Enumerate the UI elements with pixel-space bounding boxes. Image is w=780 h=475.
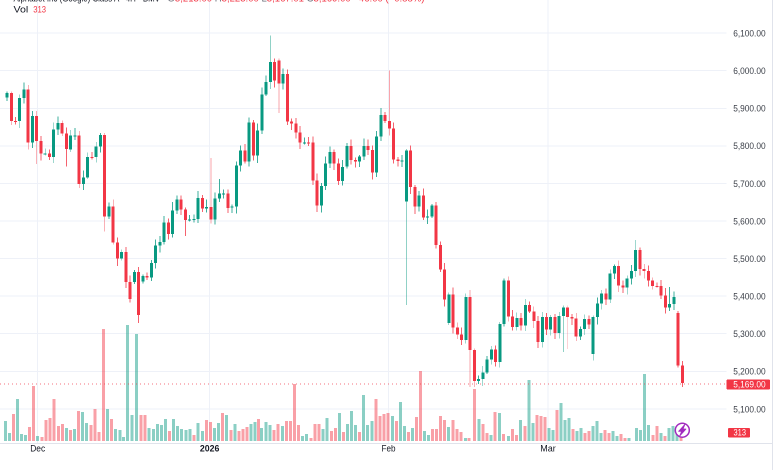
svg-text:313: 313: [33, 4, 46, 15]
svg-text:5,900.00: 5,900.00: [733, 103, 765, 114]
svg-text:5,500.00: 5,500.00: [733, 253, 765, 264]
svg-text:313: 313: [734, 428, 747, 438]
svg-text:Mar: Mar: [540, 444, 556, 455]
svg-text:O5,215.00 H5,225.00 L5,167.01: O5,215.00 H5,225.00 L5,167.01 C5,169.00 …: [168, 0, 425, 5]
svg-text:5,700.00: 5,700.00: [733, 178, 765, 189]
svg-text:6,000.00: 6,000.00: [733, 65, 765, 76]
svg-text:5,169.00: 5,169.00: [733, 379, 765, 390]
svg-text:5,400.00: 5,400.00: [733, 291, 765, 302]
svg-text:5,200.00: 5,200.00: [733, 366, 765, 377]
svg-text:6,100.00: 6,100.00: [733, 28, 765, 39]
svg-text:2026: 2026: [200, 444, 220, 455]
svg-text:Alphabet Inc (Google) Class A: Alphabet Inc (Google) Class A · 4H · BMV: [14, 0, 161, 5]
svg-text:Dec: Dec: [30, 444, 45, 455]
svg-text:Vol: Vol: [14, 4, 29, 15]
svg-text:5,100.00: 5,100.00: [733, 403, 765, 414]
svg-text:5,800.00: 5,800.00: [733, 140, 765, 151]
svg-text:5,300.00: 5,300.00: [733, 328, 765, 339]
svg-text:Feb: Feb: [382, 444, 396, 455]
svg-text:5,600.00: 5,600.00: [733, 215, 765, 226]
